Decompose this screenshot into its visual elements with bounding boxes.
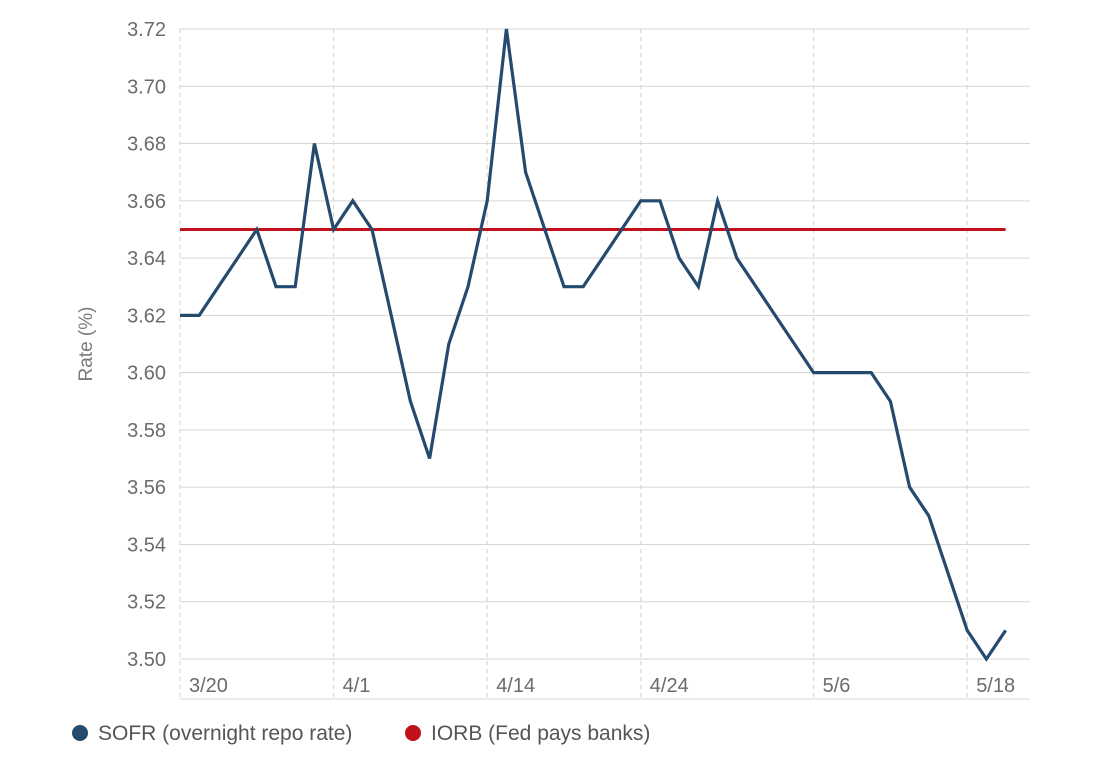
series-lines [180,28,1007,662]
legend: SOFR (overnight repo rate) IORB (Fed pays… [72,722,650,745]
y-tick-label: 3.72 [127,19,166,41]
y-tick-label: 3.56 [127,477,166,499]
x-tick-label: 4/1 [343,675,371,697]
x-tick-label: 4/14 [496,675,535,697]
y-tick-label: 3.64 [127,248,166,270]
x-tick-label: 4/24 [650,675,689,697]
legend-marker [72,725,88,741]
y-tick-label: 3.70 [127,76,166,98]
grid-lines [179,28,1030,700]
x-tick-label: 5/18 [976,675,1015,697]
legend-label: IORB (Fed pays banks) [431,722,650,745]
y-tick-label: 3.62 [127,305,166,327]
y-axis-title: Rate (%) [76,307,97,382]
x-axis-ticks: 3/20 4/1 4/14 4/24 5/6 5/18 [189,675,1015,697]
x-tick-label: 5/6 [823,675,851,697]
y-tick-label: 3.66 [127,191,166,213]
y-tick-label: 3.68 [127,134,166,156]
y-tick-label: 3.60 [127,363,166,385]
y-axis-ticks: 3.50 3.52 3.54 3.56 3.58 3.60 3.62 3.64 3.66 3.68… [127,19,166,671]
y-tick-label: 3.58 [127,420,166,442]
legend-label: SOFR (overnight repo rate) [98,722,352,745]
y-tick-label: 3.50 [127,649,166,671]
x-tick-label: 3/20 [189,675,228,697]
y-tick-label: 3.54 [127,534,166,556]
legend-marker [405,725,421,741]
sofr-series-line [180,28,1007,662]
y-tick-label: 3.52 [127,592,166,614]
